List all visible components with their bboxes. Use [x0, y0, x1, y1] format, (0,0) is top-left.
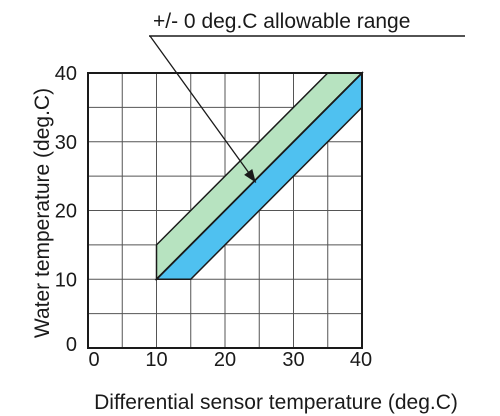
x-tick-label: 40 [350, 349, 372, 371]
annotation-leader-line [149, 35, 257, 183]
y-tick-labels: 0 10 20 30 40 [55, 63, 77, 356]
y-tick-label: 20 [55, 201, 77, 223]
y-tick-label: 0 [66, 334, 77, 356]
y-tick-label: 10 [55, 269, 77, 291]
plot-frame [87, 72, 363, 349]
x-tick-label: 0 [88, 349, 99, 371]
x-axis-label: Differential sensor temperature (deg.C) [94, 391, 458, 414]
y-axis-label: Water temperature (deg.C) [31, 88, 54, 338]
x-tick-label: 30 [282, 349, 304, 371]
x-tick-label: 10 [145, 349, 167, 371]
x-tick-label: 20 [214, 349, 236, 371]
center-line [155, 72, 363, 280]
annotation-arrowhead [244, 169, 256, 183]
x-tick-labels: 0 10 20 30 40 [88, 349, 372, 371]
y-tick-label: 30 [55, 132, 77, 154]
y-tick-label: 40 [55, 63, 77, 85]
annotation-text: +/- 0 deg.C allowable range [153, 10, 410, 33]
